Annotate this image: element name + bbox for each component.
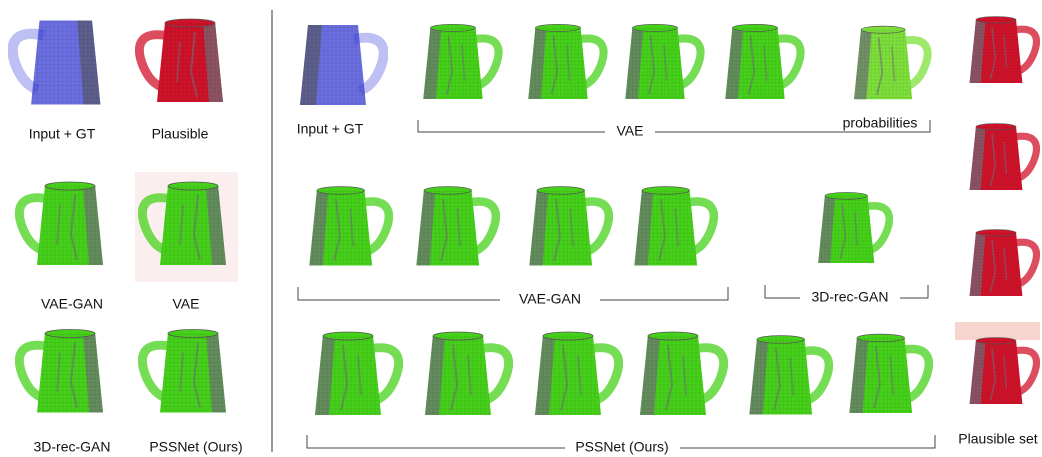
bracket bbox=[297, 287, 729, 301]
mug bbox=[529, 187, 608, 266]
mug bbox=[309, 187, 388, 266]
label: VAE-GAN bbox=[41, 296, 103, 312]
plausible-mug bbox=[970, 230, 1037, 296]
mug bbox=[849, 334, 928, 413]
mug bbox=[634, 187, 713, 266]
input-mug bbox=[300, 25, 384, 105]
mug bbox=[19, 182, 103, 265]
plausible-mug bbox=[139, 19, 223, 102]
label: Plausible bbox=[152, 126, 209, 142]
label: PSSNet (Ours) bbox=[575, 439, 668, 455]
label: VAE bbox=[173, 296, 200, 312]
plausible-mug bbox=[970, 17, 1037, 83]
mug bbox=[416, 187, 495, 266]
label: 3D-rec-GAN bbox=[33, 439, 110, 455]
plausible-mug bbox=[970, 124, 1037, 190]
label: VAE bbox=[617, 123, 644, 139]
bracket bbox=[417, 120, 931, 133]
mug bbox=[528, 24, 603, 99]
label: Plausible set bbox=[958, 431, 1037, 447]
label: PSSNet (Ours) bbox=[149, 439, 242, 455]
mug bbox=[640, 332, 724, 415]
mug bbox=[423, 24, 498, 99]
mug bbox=[625, 24, 700, 99]
bracket bbox=[764, 285, 929, 299]
label: 3D-rec-GAN bbox=[811, 289, 888, 305]
panel-bg bbox=[955, 322, 1040, 340]
plausible-mug bbox=[970, 338, 1037, 404]
mug bbox=[535, 332, 619, 415]
mug bbox=[818, 192, 889, 263]
label: probabilities bbox=[843, 115, 918, 131]
mug bbox=[142, 330, 226, 413]
label: Input + GT bbox=[297, 121, 364, 137]
mug bbox=[749, 336, 828, 415]
label: VAE-GAN bbox=[519, 291, 581, 307]
probability-mug bbox=[854, 26, 928, 99]
mug bbox=[19, 330, 103, 413]
mug bbox=[315, 332, 399, 415]
mug bbox=[425, 332, 509, 415]
bracket bbox=[306, 435, 936, 449]
mug bbox=[725, 24, 800, 99]
input-mug bbox=[13, 21, 101, 105]
label: Input + GT bbox=[29, 126, 96, 142]
